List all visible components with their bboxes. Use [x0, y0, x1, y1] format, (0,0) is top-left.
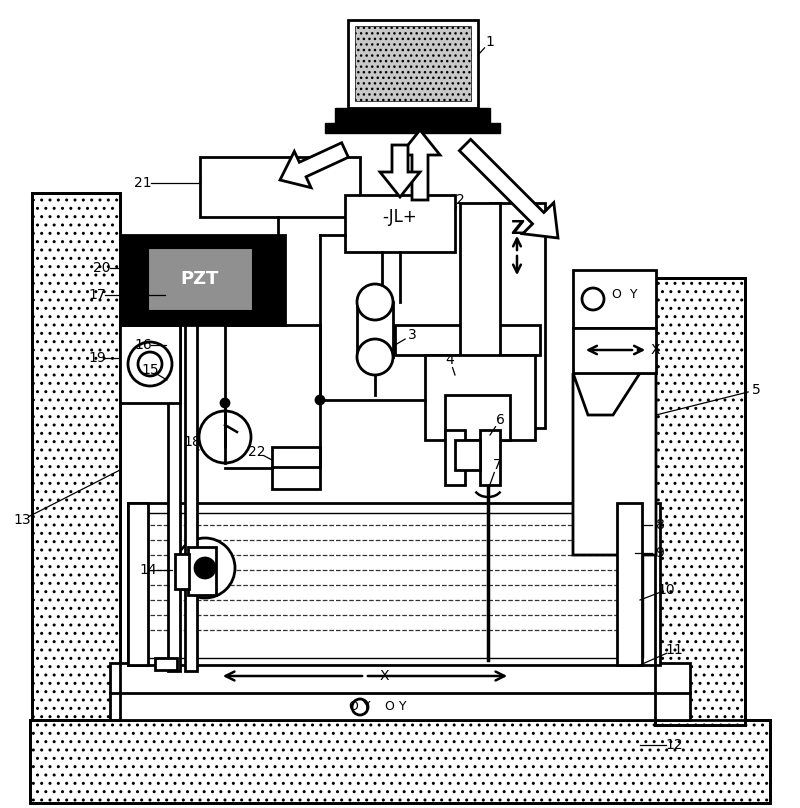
- Text: 13: 13: [13, 513, 31, 527]
- Circle shape: [316, 396, 324, 404]
- Text: 2: 2: [456, 193, 464, 207]
- Circle shape: [221, 399, 229, 407]
- Text: 17: 17: [88, 288, 106, 302]
- Text: Z: Z: [510, 218, 524, 238]
- Bar: [357, 302, 393, 357]
- Polygon shape: [459, 139, 558, 238]
- Bar: [30, 720, 770, 803]
- Bar: [460, 203, 500, 383]
- Circle shape: [195, 558, 215, 578]
- Text: 20: 20: [94, 261, 110, 275]
- Text: 3: 3: [408, 328, 416, 342]
- Bar: [425, 355, 535, 440]
- Bar: [32, 193, 120, 720]
- Bar: [30, 720, 770, 803]
- Bar: [573, 270, 656, 328]
- Bar: [185, 288, 197, 671]
- Bar: [128, 503, 148, 665]
- Text: 7: 7: [493, 458, 502, 472]
- Bar: [655, 278, 745, 725]
- Bar: [335, 108, 490, 123]
- Circle shape: [357, 284, 393, 320]
- Text: 5: 5: [752, 383, 760, 397]
- Bar: [617, 503, 642, 665]
- Bar: [348, 20, 478, 108]
- Bar: [480, 430, 500, 485]
- Text: O Y: O Y: [385, 701, 406, 713]
- Bar: [445, 395, 510, 440]
- Text: X: X: [650, 343, 660, 357]
- Polygon shape: [380, 145, 420, 197]
- Text: PZT: PZT: [181, 270, 219, 288]
- Text: 11: 11: [665, 643, 683, 657]
- Bar: [148, 248, 253, 311]
- Circle shape: [199, 411, 251, 463]
- Bar: [188, 547, 216, 595]
- Polygon shape: [400, 130, 440, 200]
- Polygon shape: [280, 143, 348, 187]
- Bar: [200, 157, 360, 217]
- Bar: [655, 278, 745, 725]
- Circle shape: [582, 288, 604, 310]
- Bar: [325, 123, 500, 133]
- Text: 9: 9: [655, 546, 665, 560]
- Bar: [32, 193, 120, 720]
- Circle shape: [352, 699, 368, 715]
- Bar: [120, 325, 180, 403]
- Text: X: X: [380, 669, 390, 683]
- Text: 10: 10: [657, 583, 675, 597]
- Text: O  Y: O Y: [612, 288, 638, 301]
- Bar: [272, 447, 320, 489]
- Bar: [573, 328, 656, 373]
- Circle shape: [138, 352, 162, 376]
- Bar: [120, 235, 285, 325]
- Text: 6: 6: [495, 413, 505, 427]
- Bar: [145, 513, 643, 658]
- Circle shape: [357, 339, 393, 375]
- Bar: [455, 440, 480, 470]
- Circle shape: [128, 342, 172, 386]
- Text: 14: 14: [139, 563, 157, 577]
- Bar: [345, 195, 455, 252]
- Bar: [168, 288, 180, 671]
- Text: 15: 15: [141, 363, 159, 377]
- Text: 4: 4: [446, 353, 454, 367]
- Bar: [395, 325, 540, 355]
- Bar: [110, 692, 690, 720]
- Bar: [490, 203, 545, 428]
- Text: 18: 18: [183, 435, 201, 449]
- Bar: [445, 430, 465, 485]
- Text: 22: 22: [248, 445, 266, 459]
- Text: 21: 21: [134, 176, 152, 190]
- Text: 19: 19: [88, 351, 106, 365]
- Bar: [355, 26, 471, 101]
- Text: O Y: O Y: [350, 701, 370, 713]
- Text: 16: 16: [134, 338, 152, 352]
- Text: 12: 12: [665, 738, 683, 752]
- Text: -JL+: -JL+: [382, 208, 418, 226]
- Bar: [175, 554, 189, 589]
- Bar: [128, 503, 660, 665]
- Polygon shape: [573, 373, 656, 555]
- Bar: [110, 663, 690, 693]
- Circle shape: [175, 538, 235, 598]
- Bar: [155, 658, 177, 670]
- Text: 1: 1: [486, 35, 494, 49]
- Text: 8: 8: [655, 518, 665, 532]
